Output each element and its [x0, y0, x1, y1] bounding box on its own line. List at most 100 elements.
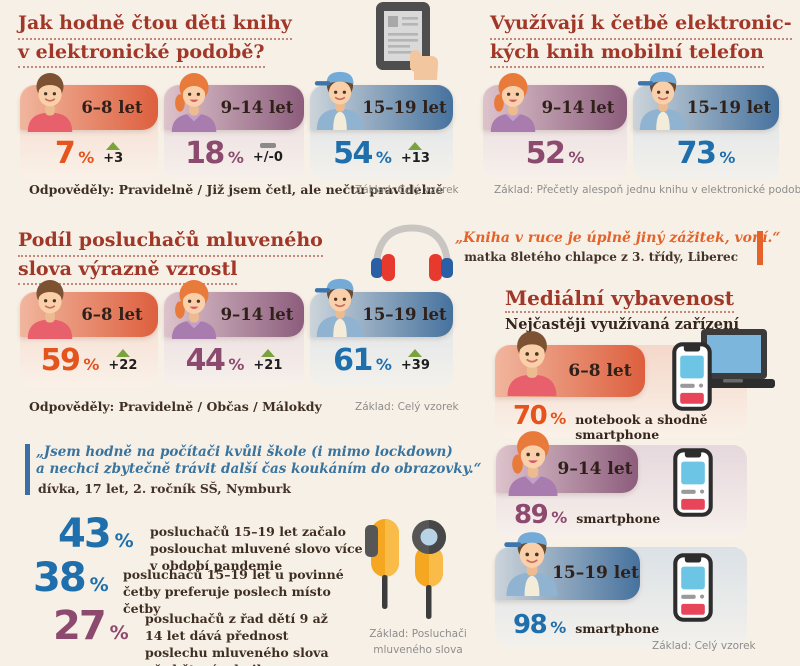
change-indicator: +22 — [108, 348, 137, 373]
title-line: Jak hodně čtou děti knihy — [18, 11, 292, 40]
girl-avatar — [167, 279, 221, 339]
percentage-value: 44% — [185, 343, 245, 378]
title-line: Podíl posluchačů mluveného — [18, 228, 323, 257]
stat-description: posluchačů 15–19 let začalo poslouchat m… — [150, 524, 363, 573]
age-label: 15–19 let — [362, 305, 447, 324]
stat-row: 54% +13 — [310, 139, 453, 169]
stat-description: posluchačů 15–19 let u povinné četby pre… — [123, 567, 344, 616]
stat-row: 18% +/-0 — [164, 139, 304, 169]
stat-number: 43% — [58, 511, 134, 557]
card-media-15-19: 15–19 let 98% smartphone — [495, 547, 747, 647]
title-line: kých knih mobilní telefon — [490, 40, 764, 69]
card-ebook-15-19: 15–19 let 54% +13 — [310, 85, 453, 180]
trend-neutral-icon — [259, 142, 276, 148]
stat-row: 44% +21 — [164, 346, 304, 376]
boy-child-avatar — [23, 72, 77, 132]
trend-up-icon — [408, 348, 423, 357]
stat-row: 70% notebook a shodně smartphone — [513, 403, 747, 442]
card-spoken-6-8: 6–8 let 59% +22 — [20, 292, 158, 387]
headphones-icon — [371, 224, 453, 281]
stat-row: 52% — [483, 139, 627, 169]
percentage-value: 54% — [333, 136, 392, 171]
section-ebook-title: Jak hodně čtou děti knihy v elektronické… — [18, 11, 292, 69]
earbuds-icon — [365, 519, 446, 619]
answered-note: Odpověděly: Pravidelně / Občas / Málokdy — [29, 399, 322, 414]
age-label: 6–8 let — [568, 361, 632, 381]
quote-attribution: matka 8letého chlapce z 3. třídy, Libere… — [464, 250, 738, 264]
base-note: Základ: Celý vzorek — [355, 401, 459, 413]
quote-text: „Kniha v ruce je úplně jiný zážitek, von… — [455, 230, 781, 246]
smartphone-icon — [673, 553, 713, 622]
title-line: Mediální vybavenost — [505, 286, 735, 313]
age-label: 9–14 let — [220, 305, 294, 324]
card-ebook-9-14: 9–14 let 18% +/-0 — [164, 85, 304, 180]
notebook-icon — [691, 329, 775, 388]
base-note: Základ: Celý vzorek — [652, 640, 756, 652]
stat-row: 73% — [633, 139, 779, 169]
stat-number: 27% — [53, 603, 129, 649]
change-indicator: +39 — [401, 348, 430, 373]
section-spoken-title: Podíl posluchačů mluveného slova výrazně… — [18, 228, 323, 286]
trend-up-icon — [260, 348, 275, 357]
change-indicator: +21 — [253, 348, 282, 373]
stat-row: 89% smartphone — [514, 502, 660, 528]
title-line: v elektronické podobě? — [18, 40, 265, 69]
trend-up-icon — [106, 141, 121, 150]
ereader-in-hand-icon — [376, 2, 439, 80]
age-label: 9–14 let — [557, 459, 633, 479]
card-mobile-15-19: 15–19 let 73% — [633, 85, 779, 180]
change-indicator: +13 — [401, 141, 430, 166]
percentage-value: 18% — [185, 136, 244, 171]
age-label: 15–19 let — [552, 563, 639, 583]
quote-accent-bar — [25, 444, 30, 495]
stat-number: 38% — [33, 555, 109, 601]
girl-avatar — [486, 72, 540, 132]
quote-attribution: dívka, 17 let, 2. ročník SŠ, Nymburk — [38, 481, 291, 496]
stat-row: 59% +22 — [20, 346, 158, 376]
age-label: 15–19 let — [362, 98, 447, 117]
percentage-value: 7% — [54, 136, 95, 171]
boy-child-avatar — [23, 279, 77, 339]
card-ebook-6-8: 6–8 let 7% +3 — [20, 85, 158, 180]
percentage-value: 59% — [40, 343, 100, 378]
base-note-line: mluveného slova — [373, 643, 463, 656]
stat-row: 61% +39 — [310, 346, 453, 376]
age-label: 6–8 let — [81, 98, 143, 117]
device-label: notebook a shodně smartphone — [575, 412, 708, 442]
age-label: 6–8 let — [81, 305, 143, 324]
card-spoken-15-19: 15–19 let 61% +39 — [310, 292, 453, 387]
age-label: 9–14 let — [541, 98, 615, 117]
trend-up-icon — [408, 141, 423, 150]
smartphone-icon — [673, 448, 713, 517]
percentage-value: 61% — [333, 343, 392, 378]
boy-child-avatar — [502, 330, 562, 396]
quote-accent-bar — [757, 231, 763, 265]
age-label: 15–19 let — [686, 98, 772, 117]
percentage-value: 70% — [513, 401, 567, 431]
stat-description: posluchačů z řad dětí 9 až 14 let dává p… — [145, 611, 329, 666]
trend-up-icon — [115, 348, 130, 357]
teen-boy-avatar — [313, 70, 367, 130]
age-label: 9–14 let — [220, 98, 294, 117]
girl-avatar — [167, 72, 221, 132]
title-line: Využívají k četbě elektronic- — [490, 11, 792, 40]
device-label: smartphone — [575, 621, 660, 636]
teen-boy-avatar — [636, 70, 690, 130]
quote-book: „Kniha v ruce je úplně jiný zážitek, von… — [455, 230, 781, 264]
section-media-title: Mediální vybavenost — [505, 286, 735, 313]
smartphone-icon — [672, 342, 712, 411]
base-note: Základ: Celý vzorek — [355, 184, 459, 196]
title-line: slova výrazně vzrostl — [18, 257, 238, 286]
percentage-value: 89% — [514, 500, 568, 530]
percentage-value: 52% — [525, 136, 585, 171]
card-mobile-9-14: 9–14 let 52% — [483, 85, 627, 180]
base-note: Základ: Posluchači mluveného slova — [352, 627, 484, 659]
base-note-line: Základ: Posluchači — [369, 628, 467, 640]
change-indicator: +/-0 — [253, 142, 283, 165]
quote-text-line2: a nechci zbytečně trávit další čas kouká… — [36, 461, 482, 477]
stat-row: 7% +3 — [20, 139, 158, 169]
section-mobile-title: Využívají k četbě elektronic- kých knih … — [490, 11, 792, 69]
teen-boy-avatar — [313, 277, 367, 337]
base-note: Základ: Přečetly alespoň jednu knihu v e… — [494, 184, 800, 196]
